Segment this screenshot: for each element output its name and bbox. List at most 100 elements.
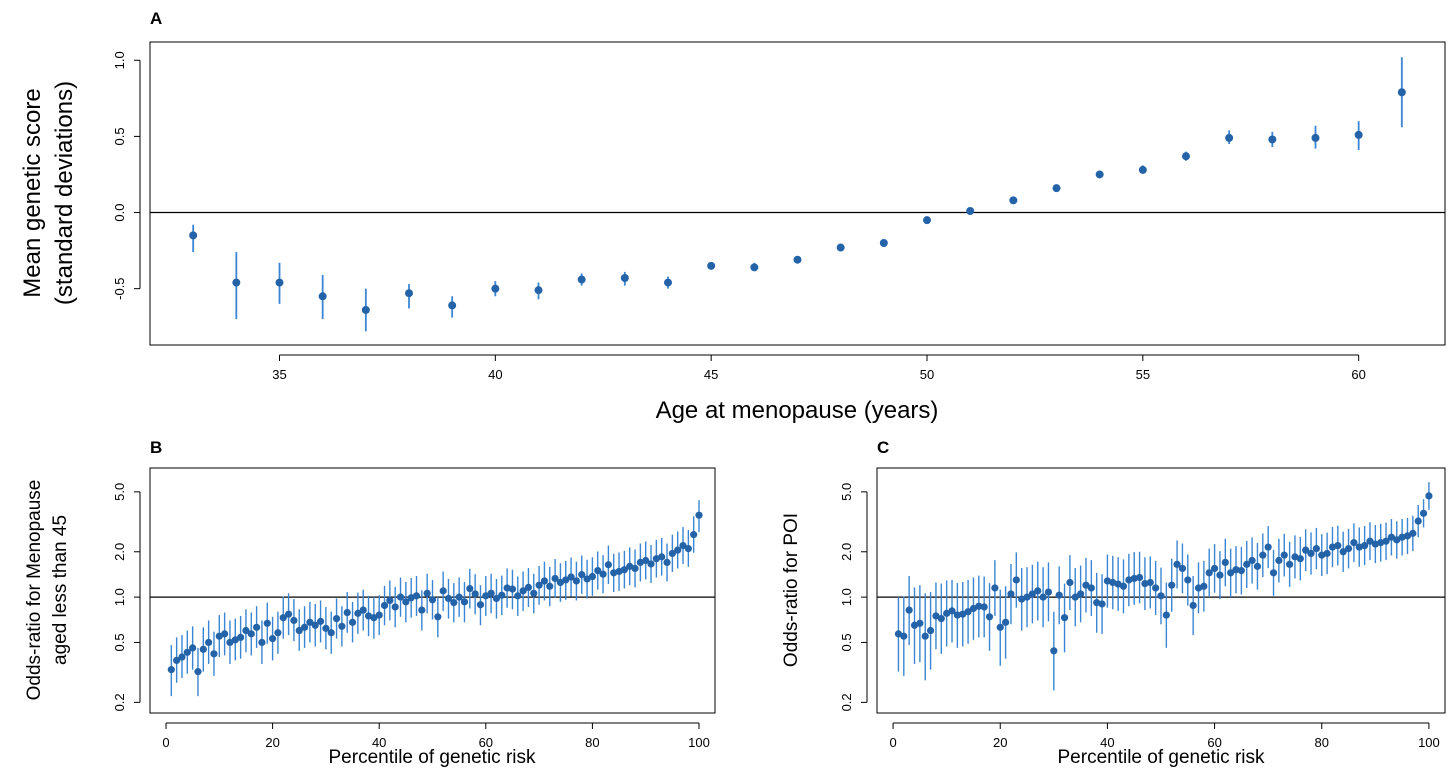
y-axis-title-b-line1: Odds-ratio for Menopause (24, 480, 45, 701)
x-tick-label-b: 80 (585, 735, 599, 750)
data-point-b (402, 598, 410, 606)
data-point-c (1248, 556, 1256, 565)
x-tick-label-b: 60 (479, 735, 493, 750)
data-point-a (1397, 88, 1406, 97)
x-axis-c: 0 20 40 60 80 100 (889, 722, 1440, 750)
data-point-b (242, 626, 250, 635)
data-point-a (1311, 133, 1320, 142)
data-point-a (793, 255, 802, 264)
y-axis-title-b-line2: aged less than 45 (50, 515, 71, 665)
data-point-c (926, 626, 935, 635)
plot-frame-a (149, 41, 1446, 346)
data-point-c (1012, 576, 1020, 584)
y-tick-label-c: 5.0 (839, 483, 854, 501)
data-point-c (1168, 581, 1176, 589)
x-tick-label-a: 45 (704, 367, 718, 382)
data-point-a (1354, 130, 1363, 139)
data-point-c (1425, 492, 1433, 500)
x-axis-b: 0 20 40 60 80 100 (162, 722, 710, 750)
data-point-b (679, 541, 687, 550)
data-point-c (1039, 593, 1047, 601)
data-point-c (1002, 618, 1010, 626)
data-point-b (492, 594, 501, 603)
data-point-b (460, 598, 469, 606)
data-point-b (183, 648, 191, 656)
data-point-c (1296, 555, 1304, 563)
y-tick-label-c: 0.2 (839, 693, 854, 711)
data-point-c (1414, 517, 1422, 525)
x-tick-label-a: 40 (488, 367, 502, 382)
y-tick-label-b: 0.5 (112, 633, 127, 651)
data-point-a (1225, 133, 1234, 142)
data-point-c (975, 602, 983, 610)
data-point-c (1173, 560, 1181, 568)
data-point-c (1157, 592, 1165, 600)
data-point-c (1344, 544, 1353, 553)
x-tick-label-a: 60 (1351, 367, 1365, 382)
data-point-c (985, 613, 994, 621)
data-point-c (1243, 560, 1251, 568)
data-point-b (338, 622, 346, 630)
y-tick-label-a: 0.0 (112, 203, 127, 221)
data-point-a (189, 231, 198, 240)
data-points-a (189, 57, 1406, 332)
data-point-b (263, 619, 271, 627)
x-axis-a: 35 40 45 50 55 60 (272, 354, 1366, 382)
data-point-b (476, 601, 485, 609)
data-point-b (620, 566, 628, 574)
x-tick-label-c: 0 (889, 735, 896, 750)
data-point-c (1409, 529, 1417, 537)
data-point-b (498, 591, 506, 599)
data-point-c (905, 606, 913, 614)
data-point-c (1382, 537, 1390, 545)
data-point-b (572, 577, 581, 585)
data-point-c (1077, 590, 1085, 598)
data-point-b (647, 560, 655, 568)
data-point-b (412, 592, 421, 600)
data-point-b (684, 544, 692, 553)
data-point-c (1055, 591, 1063, 599)
data-point-b (391, 603, 399, 611)
y-axis-title-c: Odds-ratio for POI (781, 513, 802, 667)
data-point-b (482, 592, 490, 600)
data-point-a (750, 263, 759, 272)
data-point-b (322, 624, 330, 632)
data-point-a (1009, 196, 1018, 205)
y-tick-label-c: 0.5 (839, 633, 854, 651)
data-point-c (1210, 564, 1219, 573)
data-point-a (361, 305, 370, 314)
data-point-b (546, 582, 554, 590)
y-axis-a: -0.5 0.0 0.5 1.0 (112, 51, 141, 300)
data-point-b (210, 650, 218, 658)
data-point-c (1221, 558, 1229, 567)
data-point-c (1152, 584, 1160, 592)
data-point-c (1216, 571, 1224, 579)
data-point-b (604, 561, 612, 569)
data-point-b (418, 606, 426, 614)
data-point-b (380, 601, 389, 610)
data-point-c (1419, 509, 1428, 517)
data-point-c (980, 603, 988, 611)
data-point-a (275, 278, 284, 287)
data-point-b (194, 668, 202, 676)
data-point-a (405, 289, 413, 298)
data-point-a (966, 207, 975, 216)
data-point-b (530, 589, 538, 597)
data-point-b (237, 633, 245, 642)
y-tick-label-b: 1.0 (112, 588, 127, 606)
data-point-b (428, 596, 437, 604)
data-point-b (578, 571, 586, 579)
data-point-c (1023, 593, 1031, 601)
data-point-b (386, 596, 394, 605)
data-point-c (1312, 544, 1320, 553)
data-point-b (274, 629, 282, 637)
y-axis-title-a-line2: (standard deviations) (51, 81, 78, 305)
data-points-b (167, 500, 703, 697)
x-axis-title-c: Percentile of genetic risk (1058, 747, 1265, 768)
data-point-a (318, 292, 327, 301)
data-point-b (189, 644, 197, 652)
data-point-c (937, 614, 945, 623)
data-point-c (943, 609, 951, 617)
data-point-b (290, 616, 298, 625)
